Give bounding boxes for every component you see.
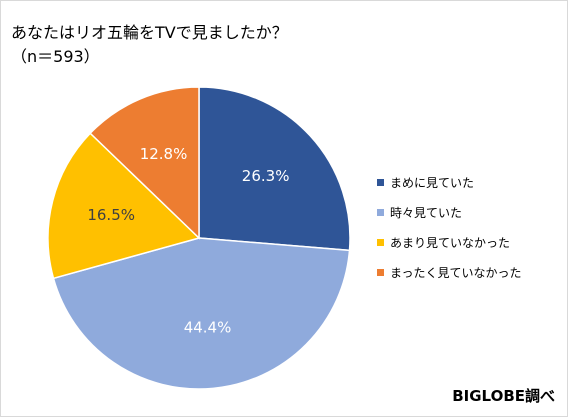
pie-slice-label-0: 26.3%	[242, 167, 290, 185]
pie-slice-label-3: 12.8%	[140, 145, 188, 163]
legend-swatch-2	[377, 238, 384, 246]
legend-swatch-1	[377, 208, 384, 216]
pie-slice-1	[52, 237, 351, 390]
legend-label-3: まったく見ていなかった	[390, 265, 522, 280]
legend-swatch-0	[377, 178, 384, 186]
legend-item-1: 時々見ていた	[377, 197, 562, 227]
legend-item-0: まめに見ていた	[377, 167, 562, 197]
chart-title: あなたはリオ五輪をTVで見ましたか？	[11, 23, 288, 42]
chart-subtitle: （n＝593）	[11, 47, 100, 66]
legend-label-2: あまり見ていなかった	[390, 235, 511, 250]
pie-slice-2	[47, 132, 201, 280]
legend: まめに見ていた 時々見ていたあまり見ていなかった まったく見ていなかった	[377, 167, 562, 287]
pie-slice-label-1: 44.4%	[184, 319, 232, 337]
pie-slice-label-2: 16.5%	[87, 206, 135, 224]
legend-label-0: まめに見ていた	[390, 175, 475, 190]
legend-swatch-3	[377, 268, 384, 276]
pie-slice-3	[89, 86, 200, 240]
legend-label-1: 時々見ていた	[390, 205, 463, 220]
pie-slice-0	[198, 86, 351, 252]
legend-item-2: あまり見ていなかった	[377, 227, 562, 257]
source-credit: BIGLOBE調べ	[452, 387, 555, 405]
legend-item-3: まったく見ていなかった	[377, 257, 562, 287]
